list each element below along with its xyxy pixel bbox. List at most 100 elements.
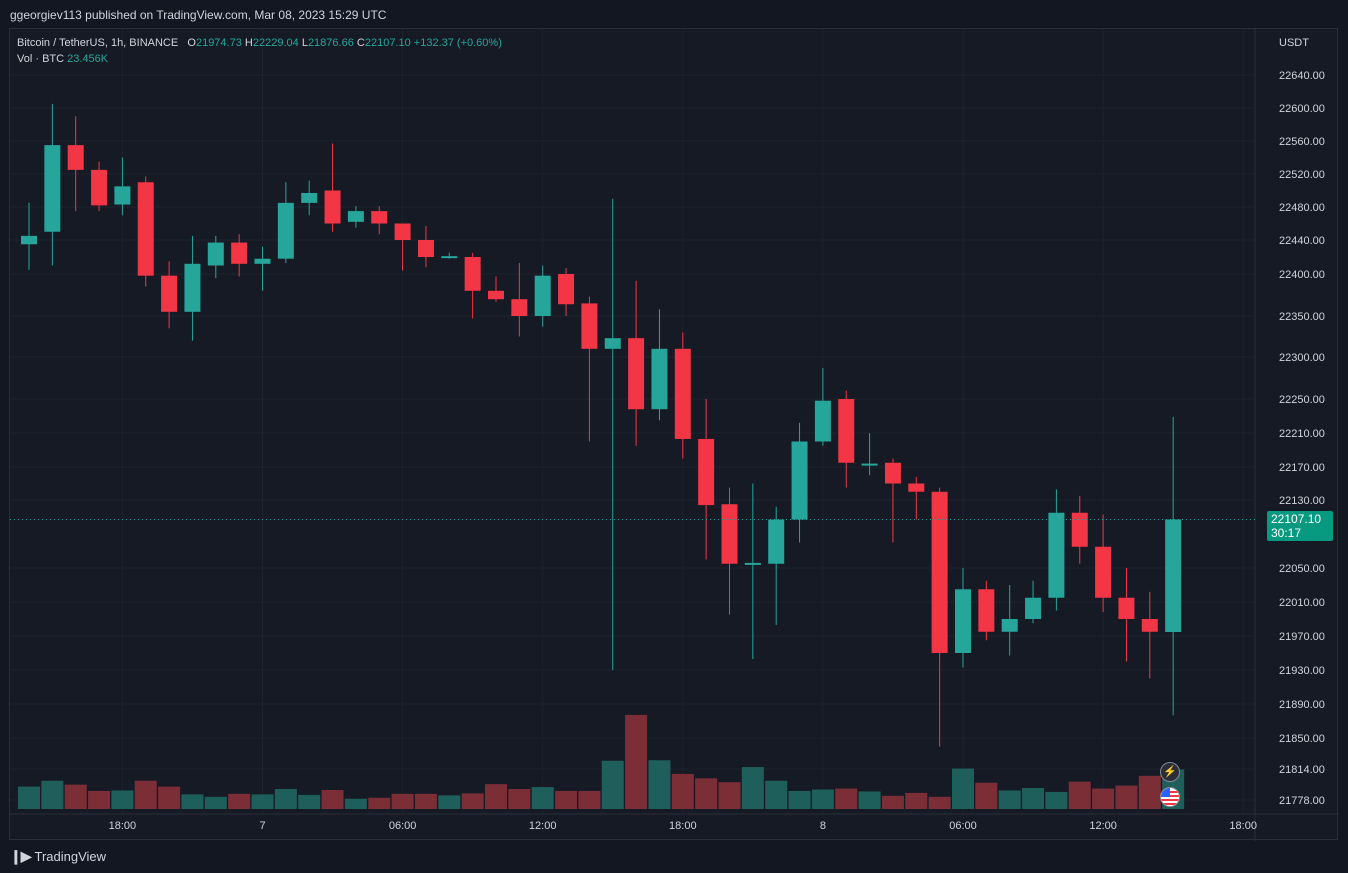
chart-frame[interactable]: USDT 22640.00 22600.00 22560.00 22520.00 2248… bbox=[9, 28, 1339, 841]
candle-body bbox=[791, 441, 808, 520]
volume-bar bbox=[578, 790, 601, 809]
time-tick-label: 12:00 bbox=[529, 820, 557, 832]
open-label: O bbox=[187, 37, 196, 49]
candle-body bbox=[21, 235, 37, 245]
time-tick-label: 06:00 bbox=[389, 820, 417, 832]
low-value: 21876.66 bbox=[307, 37, 354, 49]
volume-bar bbox=[18, 786, 40, 809]
candle-body bbox=[417, 240, 434, 257]
price-tick-label: 21930.00 bbox=[1279, 665, 1325, 677]
candle-body bbox=[394, 223, 411, 240]
volume-bar bbox=[64, 784, 87, 809]
candle-body bbox=[604, 338, 621, 349]
last-price-tag: 22107.10 30:17 bbox=[1267, 511, 1333, 541]
candle-body bbox=[91, 169, 108, 206]
volume-bar bbox=[625, 714, 648, 809]
high-label: H bbox=[244, 37, 253, 49]
volume-bar bbox=[1022, 788, 1045, 809]
us-flag-icon[interactable] bbox=[1160, 787, 1180, 807]
chart-legend: Bitcoin / TetherUS, 1h, BINANCE O21974.7… bbox=[17, 35, 502, 67]
volume-bar bbox=[1068, 781, 1091, 809]
candle-body bbox=[1118, 597, 1135, 619]
price-tick-label: 22640.00 bbox=[1279, 70, 1325, 82]
candle-body bbox=[628, 338, 645, 410]
candle-body bbox=[651, 348, 668, 410]
price-tick-label: 21778.00 bbox=[1279, 795, 1325, 807]
price-tick-label: 21970.00 bbox=[1279, 631, 1325, 643]
open-value: 21974.73 bbox=[195, 37, 242, 49]
volume-bar bbox=[718, 782, 741, 809]
candle-body bbox=[301, 192, 318, 203]
bar-countdown: 30:17 bbox=[1271, 526, 1302, 540]
volume-bar bbox=[508, 789, 531, 809]
lightning-icon[interactable]: ⚡ bbox=[1160, 762, 1180, 782]
volume-bar bbox=[975, 782, 998, 809]
symbol-label[interactable]: Bitcoin / TetherUS, 1h, BINANCE bbox=[17, 37, 179, 49]
volume-bar bbox=[368, 797, 391, 809]
candle-body bbox=[464, 257, 481, 291]
price-tick-label: 21850.00 bbox=[1279, 733, 1325, 745]
volume-bar bbox=[741, 767, 764, 809]
candle-body bbox=[488, 290, 504, 300]
volume-bar bbox=[555, 790, 578, 809]
footer-brand[interactable]: TradingView bbox=[34, 849, 107, 864]
candle-body bbox=[44, 145, 61, 232]
candle-body bbox=[277, 202, 294, 259]
volume-bar bbox=[274, 789, 297, 809]
candle-body bbox=[511, 299, 528, 316]
candle-body bbox=[1095, 546, 1112, 598]
volume-bar bbox=[952, 768, 974, 809]
candle-body bbox=[908, 483, 925, 492]
price-tick-label: 22050.00 bbox=[1279, 563, 1325, 575]
candle-body bbox=[371, 211, 388, 224]
candle-body bbox=[1048, 512, 1065, 598]
volume-bar bbox=[251, 794, 274, 809]
volume-bar bbox=[158, 786, 181, 809]
time-tick-label: 18:00 bbox=[109, 820, 137, 832]
volume-bar bbox=[344, 798, 367, 809]
candle-body bbox=[674, 348, 691, 439]
volume-bar bbox=[228, 793, 251, 809]
volume-bar bbox=[601, 760, 624, 809]
candle-body bbox=[347, 211, 364, 222]
candle-body bbox=[931, 491, 948, 653]
volume-bar bbox=[881, 795, 904, 809]
currency-label: USDT bbox=[1279, 37, 1309, 49]
price-tick-label: 22130.00 bbox=[1279, 495, 1325, 507]
volume-bar bbox=[1115, 785, 1138, 809]
volume-label[interactable]: Vol · BTC bbox=[17, 53, 65, 65]
candle-body bbox=[814, 400, 831, 442]
candle-body bbox=[254, 258, 271, 264]
volume-bar bbox=[41, 780, 64, 809]
price-tick-label: 21814.00 bbox=[1279, 764, 1325, 776]
volume-bar bbox=[531, 787, 554, 809]
volume-bar bbox=[438, 795, 461, 809]
price-tick-label: 22170.00 bbox=[1279, 462, 1325, 474]
change-value: +132.37 (+0.60%) bbox=[413, 37, 502, 49]
volume-bar bbox=[648, 760, 671, 809]
close-label: C bbox=[356, 37, 365, 49]
high-value: 22229.04 bbox=[252, 37, 299, 49]
last-price-value: 22107.10 bbox=[1271, 512, 1322, 526]
volume-bar bbox=[391, 793, 414, 809]
price-tick-label: 22560.00 bbox=[1279, 136, 1325, 148]
candle-body bbox=[698, 438, 715, 506]
tradingview-logo-icon[interactable]: ❙▶ bbox=[10, 848, 31, 864]
time-tick-label: 8 bbox=[820, 820, 826, 832]
price-tick-label: 22600.00 bbox=[1279, 103, 1325, 115]
publisher-header: ggeorgiev113 published on TradingView.co… bbox=[10, 8, 387, 22]
price-tick-label: 22350.00 bbox=[1279, 311, 1325, 323]
price-tick-label: 22250.00 bbox=[1279, 394, 1325, 406]
candle-body bbox=[114, 186, 131, 205]
candlestick-chart[interactable]: USDT 22640.00 22600.00 22560.00 22520.00 2248… bbox=[10, 29, 1339, 841]
volume-bar bbox=[671, 773, 694, 809]
candle-body bbox=[441, 256, 458, 259]
volume-bar bbox=[811, 789, 834, 809]
volume-bar bbox=[858, 791, 881, 809]
volume-bar bbox=[788, 790, 811, 809]
volume-bar bbox=[1138, 775, 1161, 809]
volume-bar bbox=[1045, 791, 1068, 809]
volume-bar bbox=[1092, 788, 1115, 809]
time-tick-label: 18:00 bbox=[669, 820, 697, 832]
volume-bar bbox=[485, 784, 507, 809]
